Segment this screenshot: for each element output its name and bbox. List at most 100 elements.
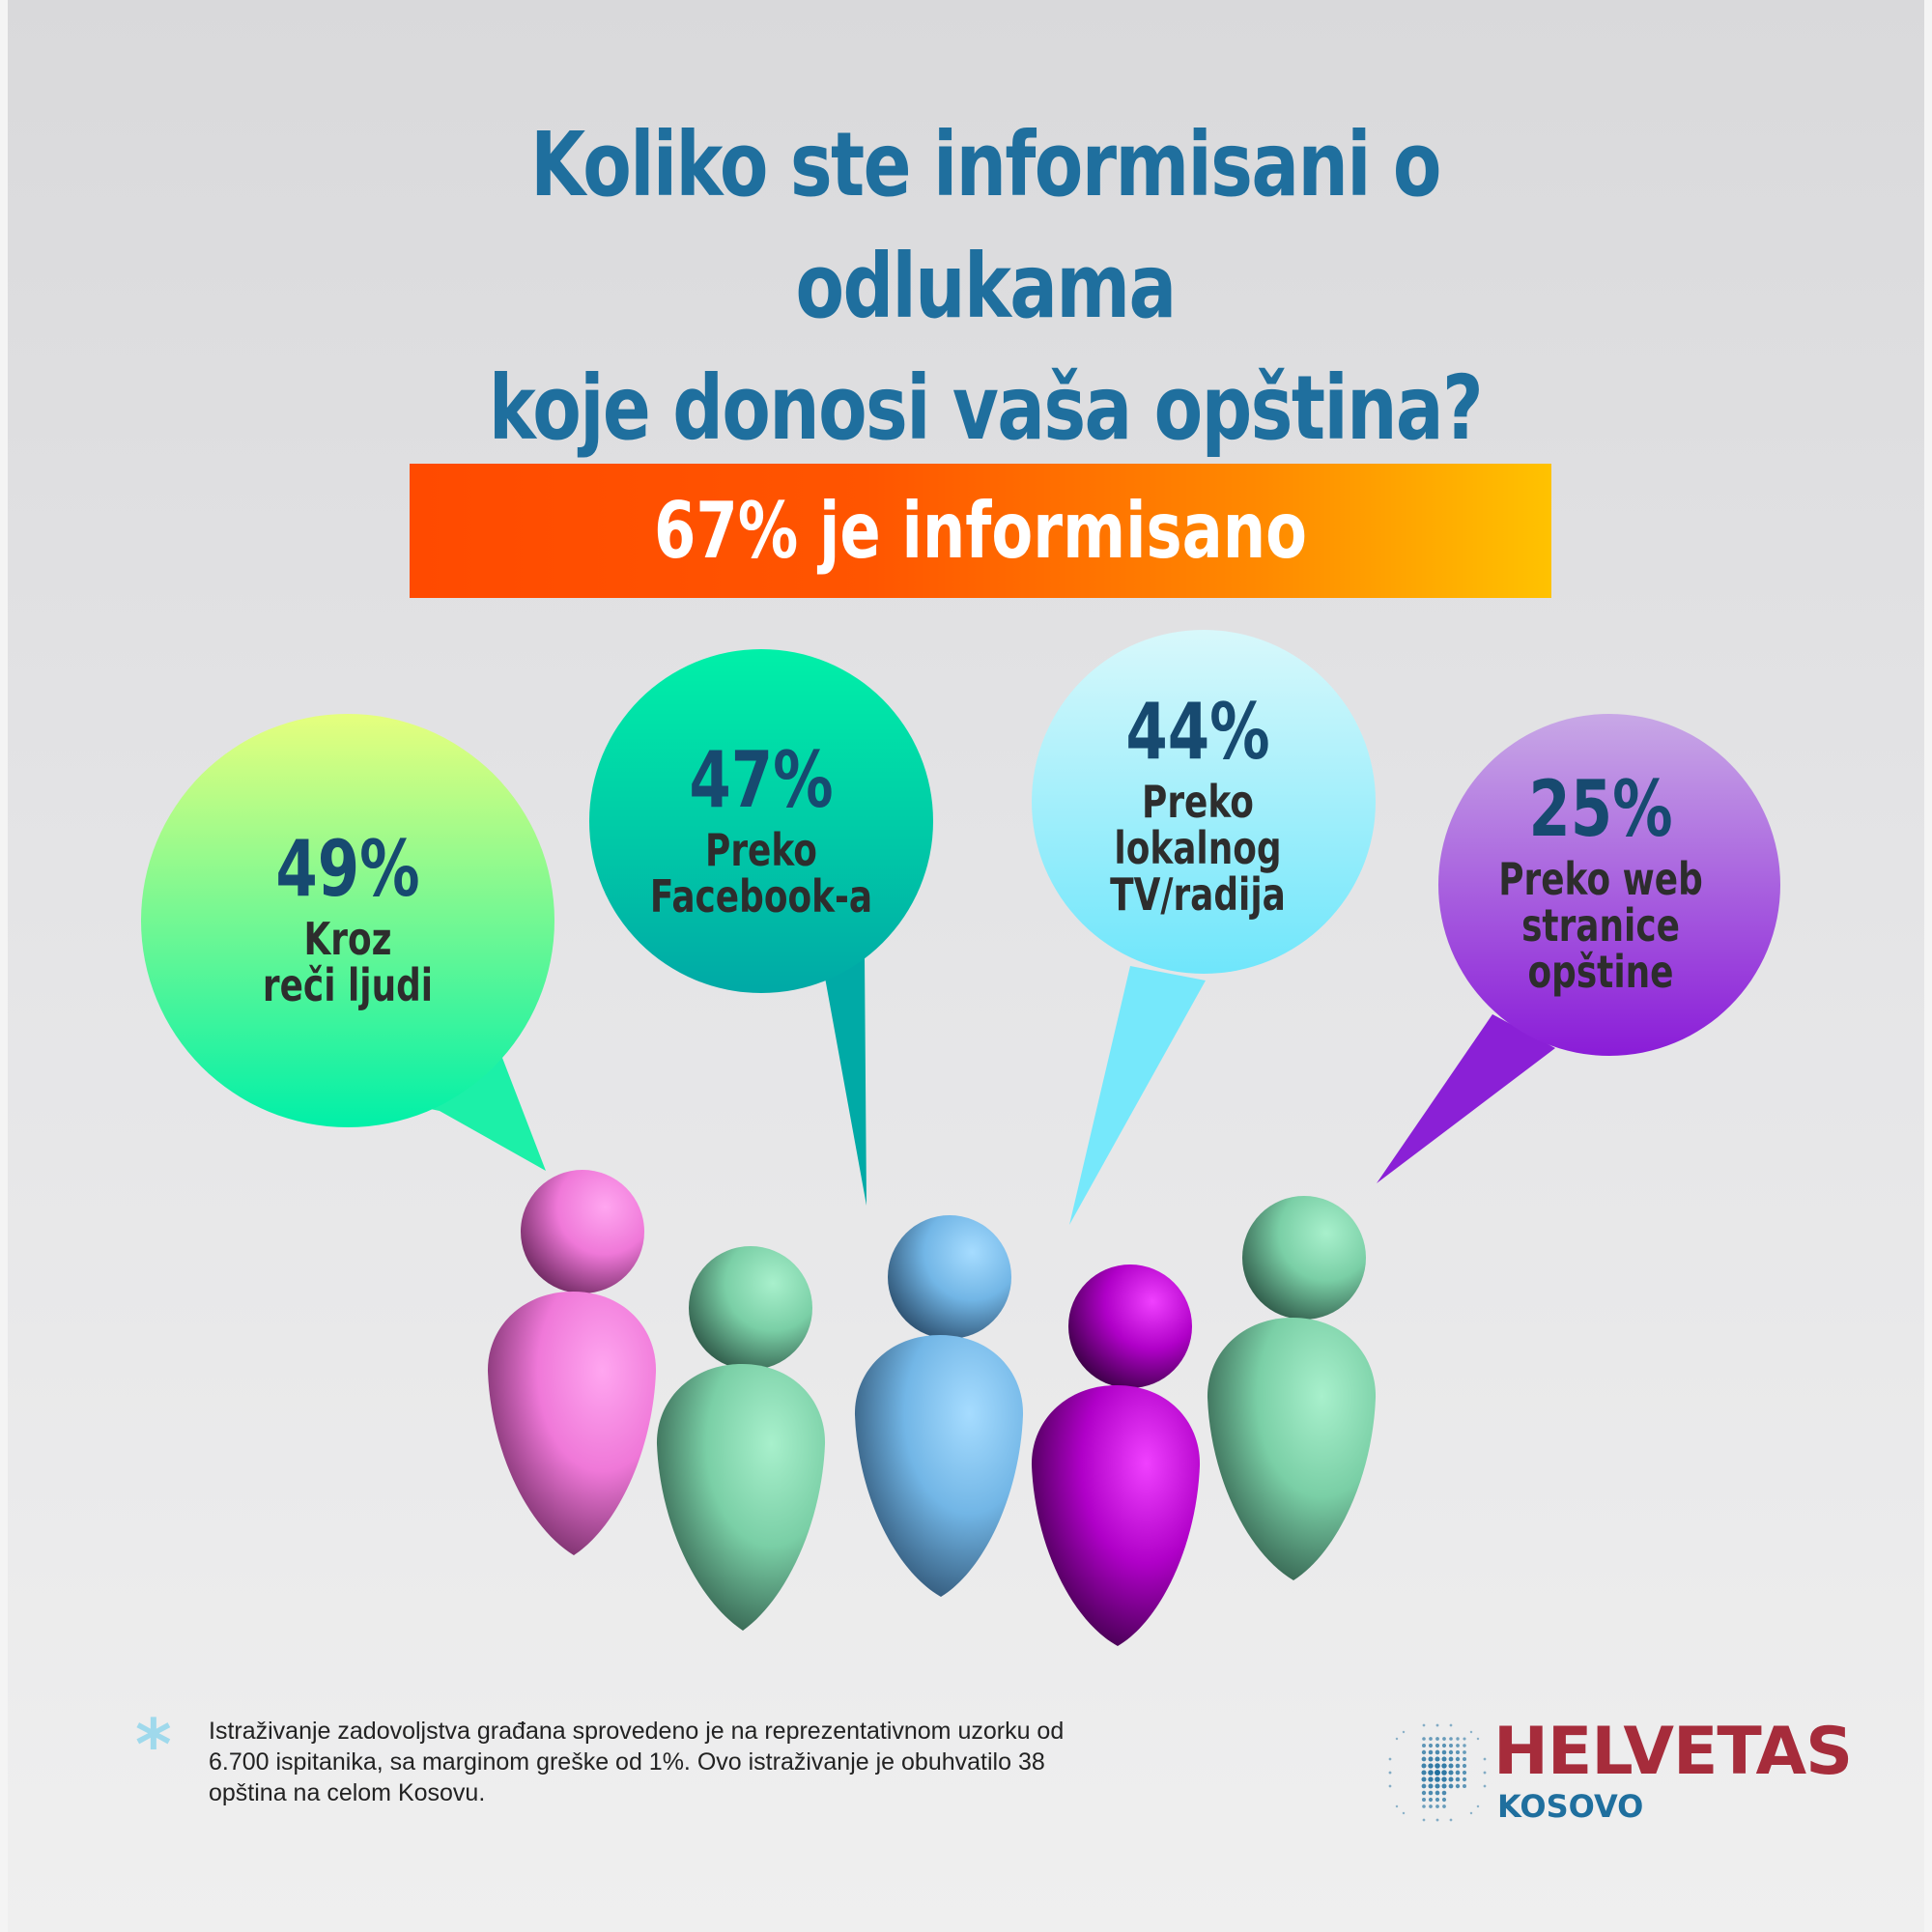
page-title: Koliko ste informisani o odlukama koje d…: [352, 104, 1619, 469]
bubble-word-of-mouth: [141, 714, 554, 1171]
globe-dot: [1422, 1804, 1426, 1808]
globe-dot: [1476, 1804, 1480, 1808]
globe-dot: [1462, 1776, 1467, 1782]
globe-dot: [1435, 1756, 1440, 1762]
globe-dot: [1476, 1737, 1480, 1741]
right-edge: [1924, 0, 1932, 1932]
globe-dot: [1483, 1757, 1487, 1761]
globe-dot: [1428, 1743, 1434, 1748]
globe-dot: [1429, 1804, 1433, 1808]
globe-dot: [1422, 1798, 1426, 1802]
helvetas-logo: HELVETAS KOSOVO: [1379, 1710, 1853, 1835]
globe-dot: [1455, 1770, 1461, 1776]
globe-dot: [1422, 1818, 1426, 1822]
person-figure-icon: [487, 1170, 657, 1555]
globe-dot: [1402, 1730, 1406, 1734]
globe-dot: [1441, 1749, 1447, 1755]
globe-dot: [1462, 1770, 1467, 1776]
globe-dot: [1422, 1723, 1426, 1727]
globe-dot: [1441, 1790, 1447, 1796]
logo-name: HELVETAS: [1493, 1714, 1853, 1790]
globe-dot: [1435, 1790, 1440, 1796]
globe-dot: [1455, 1749, 1461, 1755]
globe-dot: [1455, 1783, 1461, 1789]
globe-dot: [1435, 1818, 1439, 1822]
asterisk-icon: *: [135, 1704, 172, 1785]
globe-dot: [1455, 1756, 1461, 1762]
globe-dot: [1448, 1783, 1454, 1789]
globe-dot: [1428, 1749, 1434, 1755]
globe-dot: [1435, 1804, 1439, 1808]
globe-dot: [1421, 1749, 1427, 1755]
globe-dot: [1428, 1783, 1434, 1789]
source-percent: 47%: [689, 735, 834, 825]
globe-dot: [1435, 1763, 1440, 1769]
globe-dot: [1455, 1763, 1461, 1769]
globe-dot: [1435, 1770, 1440, 1776]
source-line-3: opštine: [1527, 946, 1674, 998]
globe-dot: [1441, 1783, 1447, 1789]
source-line-1: Kroz: [303, 913, 392, 965]
globe-dot: [1441, 1756, 1447, 1762]
globe-dot: [1388, 1771, 1392, 1775]
globe-dot: [1448, 1770, 1454, 1776]
source-line-2: stranice: [1521, 899, 1680, 952]
globe-dot: [1421, 1790, 1427, 1796]
globe-dot: [1421, 1776, 1427, 1782]
source-label-2: 47% Preko Facebook-a: [650, 734, 872, 920]
globe-dot: [1449, 1723, 1453, 1727]
source-line-1: Preko: [1142, 776, 1254, 828]
globe-dot: [1428, 1797, 1434, 1803]
globe-dot: [1448, 1756, 1454, 1762]
globe-dot: [1441, 1763, 1447, 1769]
source-line-2: Facebook-a: [649, 870, 873, 923]
globe-dot: [1429, 1737, 1433, 1741]
bubble-tv-radio: [1032, 630, 1376, 1225]
globe-dot: [1469, 1811, 1473, 1815]
informed-banner: 67% je informisano: [410, 464, 1551, 598]
globe-dot: [1421, 1783, 1427, 1789]
globe-dot: [1463, 1757, 1466, 1761]
title-line-1: Koliko ste informisani o odlukama: [530, 113, 1441, 338]
source-percent: 25%: [1528, 764, 1673, 854]
globe-dot: [1442, 1804, 1446, 1808]
globe-dot: [1448, 1763, 1454, 1769]
globe-dot: [1469, 1730, 1473, 1734]
title-line-2: koje donosi vaša opština?: [488, 356, 1484, 460]
globe-dot: [1441, 1770, 1447, 1776]
globe-dot: [1449, 1818, 1453, 1822]
globe-dot: [1456, 1744, 1460, 1747]
globe-dot: [1435, 1776, 1440, 1782]
globe-dot: [1422, 1737, 1426, 1741]
globe-dot: [1448, 1749, 1454, 1755]
globe-dot: [1435, 1737, 1439, 1741]
source-line-3: TV/radija: [1110, 868, 1286, 921]
globe-dot: [1463, 1744, 1466, 1747]
globe-dot: [1441, 1776, 1447, 1782]
globe-dot: [1456, 1737, 1460, 1741]
globe-dot: [1435, 1783, 1440, 1789]
globe-dot: [1435, 1743, 1440, 1748]
source-label-3: 44% Preko lokalnog TV/radija: [1110, 686, 1286, 918]
source-line-2: lokalnog: [1114, 822, 1282, 874]
person-figure-icon: [854, 1215, 1024, 1597]
globe-dot: [1483, 1784, 1487, 1788]
globe-dot: [1463, 1737, 1466, 1741]
source-line-2: reči ljudi: [262, 959, 434, 1011]
globe-dot: [1428, 1790, 1434, 1796]
source-label-4: 25% Preko web stranice opštine: [1498, 763, 1703, 995]
footnote-text: Istraživanje zadovoljstva građana sprove…: [209, 1718, 1065, 1806]
globe-dot: [1455, 1776, 1461, 1782]
globe-dot: [1441, 1743, 1447, 1748]
globe-dot: [1449, 1737, 1453, 1741]
globe-dot: [1435, 1723, 1439, 1727]
globe-dot: [1435, 1797, 1440, 1803]
logo-subtitle: KOSOVO: [1497, 1788, 1644, 1825]
globe-dot: [1428, 1770, 1434, 1776]
bubble-municipal-website: [1377, 714, 1780, 1183]
globe-dot: [1442, 1737, 1446, 1741]
globe-dot: [1421, 1756, 1427, 1762]
globe-icon: [1388, 1723, 1487, 1822]
globe-dot: [1428, 1756, 1434, 1762]
